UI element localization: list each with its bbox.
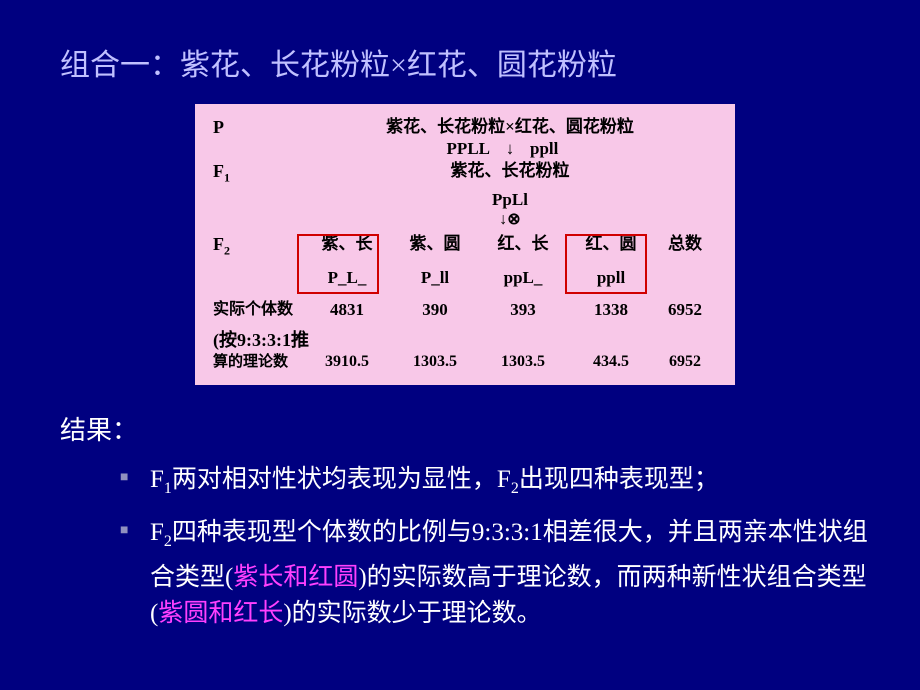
f2-header-row: F2 紫、长 紫、圆 红、长 红、圆 总数 bbox=[213, 233, 717, 262]
f2-h4: 红、圆 bbox=[567, 233, 655, 255]
f1-row: F1 紫花、长花粉粒 bbox=[213, 160, 717, 189]
p-geno-row: PPLL ↓ ppll bbox=[213, 138, 717, 160]
f2-h3: 红、长 bbox=[479, 233, 567, 255]
actual-v2: 390 bbox=[391, 299, 479, 321]
p-geno-right: ppll bbox=[530, 138, 610, 160]
highlight-recombinant: 紫圆和红长 bbox=[158, 600, 283, 627]
bullet-1: ■ F1两对相对性状均表现为显性，F2出现四种表现型； bbox=[120, 462, 870, 507]
actual-row: 实际个体数 4831 390 393 1338 6952 bbox=[213, 299, 717, 321]
bullet-icon: ■ bbox=[120, 515, 150, 632]
f2-h2: 紫、圆 bbox=[391, 233, 479, 255]
actual-v4: 1338 bbox=[567, 299, 655, 321]
f2-g3: ppL_ bbox=[479, 267, 567, 289]
theory-row: 算的理论数 3910.5 1303.5 1303.5 434.5 6952 bbox=[213, 351, 717, 373]
theory-label-l2: 算的理论数 bbox=[213, 351, 303, 373]
p-row: P 紫花、长花粉粒×红花、圆花粉粒 bbox=[213, 116, 717, 138]
theory-v1: 3910.5 bbox=[303, 351, 391, 373]
f1-geno: PpLl bbox=[303, 189, 717, 211]
theory-v3: 1303.5 bbox=[479, 351, 567, 373]
theory-v2: 1303.5 bbox=[391, 351, 479, 373]
actual-v3: 393 bbox=[479, 299, 567, 321]
bullet-1-text: F1两对相对性状均表现为显性，F2出现四种表现型； bbox=[150, 462, 870, 507]
arrow-self-icon: ↓⊗ bbox=[499, 211, 520, 228]
f2-total-h: 总数 bbox=[655, 233, 715, 255]
f1-pheno: 紫花、长花粉粒 bbox=[303, 160, 717, 182]
f2-geno-row: P_L_ P_ll ppL_ ppll bbox=[213, 267, 717, 289]
bullet-2: ■ F2四种表现型个体数的比例与9:3:3:1相差很大，并且两亲本性状组合类型(… bbox=[120, 515, 870, 632]
actual-label: 实际个体数 bbox=[213, 299, 303, 321]
theory-label-row: (按9:3:3:1推 bbox=[213, 329, 717, 351]
theory-label-l1: (按9:3:3:1推 bbox=[213, 329, 323, 351]
slide-title: 组合一：紫花、长花粉粒×红花、圆花粉粒 bbox=[60, 40, 870, 84]
theory-v4: 434.5 bbox=[567, 351, 655, 373]
arrow-down-icon: ↓ bbox=[500, 138, 520, 160]
theory-total: 6952 bbox=[655, 351, 715, 373]
bullet-icon: ■ bbox=[120, 462, 150, 507]
bullet-list: ■ F1两对相对性状均表现为显性，F2出现四种表现型； ■ F2四种表现型个体数… bbox=[120, 462, 870, 632]
f1-label: F1 bbox=[213, 160, 303, 189]
highlight-parental: 紫长和红圆 bbox=[233, 564, 358, 591]
actual-total: 6952 bbox=[655, 299, 715, 321]
actual-v1: 4831 bbox=[303, 299, 391, 321]
genetics-diagram: P 紫花、长花粉粒×红花、圆花粉粒 PPLL ↓ ppll F1 紫花、长花粉粒… bbox=[195, 104, 735, 385]
f1-geno-row: PpLl bbox=[213, 189, 717, 211]
f2-label: F2 bbox=[213, 233, 303, 262]
f2-g2: P_ll bbox=[391, 267, 479, 289]
bullet-2-text: F2四种表现型个体数的比例与9:3:3:1相差很大，并且两亲本性状组合类型(紫长… bbox=[150, 515, 870, 632]
f1-self-cross-arrow: ↓⊗ bbox=[213, 211, 717, 229]
f2-g4: ppll bbox=[567, 267, 655, 289]
f2-h1: 紫、长 bbox=[303, 233, 391, 255]
result-header: 结果： bbox=[60, 410, 870, 447]
p-cross: 紫花、长花粉粒×红花、圆花粉粒 bbox=[303, 116, 717, 138]
p-label: P bbox=[213, 116, 303, 138]
f2-g1: P_L_ bbox=[303, 267, 391, 289]
slide: 组合一：紫花、长花粉粒×红花、圆花粉粒 P 紫花、长花粉粒×红花、圆花粉粒 PP… bbox=[0, 0, 920, 670]
p-geno-left: PPLL bbox=[410, 138, 490, 160]
